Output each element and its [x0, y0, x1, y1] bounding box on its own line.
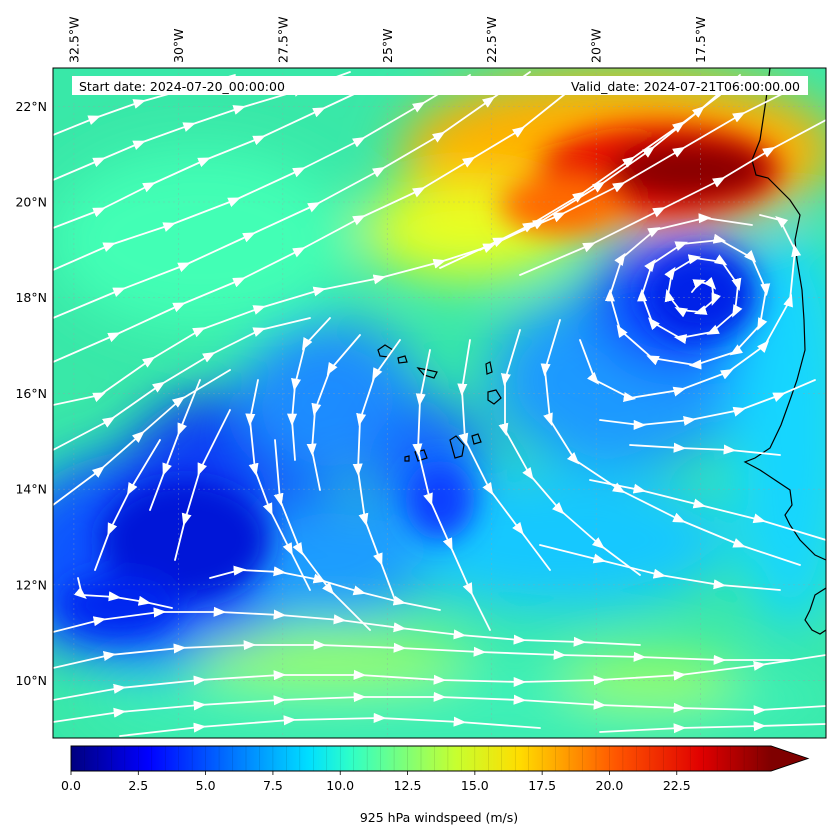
streamline	[519, 119, 826, 276]
streamline	[53, 654, 826, 701]
longitude-tick-label: 20°W	[589, 28, 604, 63]
latitude-tick-label: 12°N	[15, 577, 47, 592]
streamline	[286, 317, 331, 461]
start-date-text: Start date: 2024-07-20_00:00:00	[79, 79, 285, 94]
streamline	[94, 439, 161, 571]
latitude-tick-label: 18°N	[15, 290, 47, 305]
colorbar-level-lines	[84, 746, 758, 771]
colorbar-label: 925 hPa windspeed (m/s)	[360, 810, 518, 825]
longitude-tick-label: 32.5°W	[66, 17, 81, 63]
streamline	[174, 409, 231, 561]
map-area: Start date: 2024-07-20_00:00:00 Valid_da…	[53, 68, 826, 738]
date-info-background	[72, 76, 808, 95]
colorbar-tick-label: 22.5	[663, 778, 691, 793]
streamline	[73, 577, 173, 609]
latitude-tick-label: 16°N	[15, 386, 47, 401]
latitude-tick-labels: 22°N 20°N 18°N 16°N 14°N 12°N 10°N	[15, 99, 47, 688]
colorbar-tick-label: 10.0	[326, 778, 354, 793]
colorbar-tick-label: 12.5	[394, 778, 422, 793]
streamline	[599, 379, 816, 430]
streamline-vortex	[579, 214, 802, 402]
streamline	[209, 565, 441, 611]
valid-date-text: Valid_date: 2024-07-21T06:00:00.00	[571, 79, 800, 94]
colorbar-ticks: 0.0 2.5 5.0 7.5 10.0 12.5 15.0 17.5 20.0 22.5	[61, 771, 691, 793]
colorbar-tick-label: 2.5	[128, 778, 148, 793]
cape-verde-brava	[404, 455, 410, 462]
latitude-tick-label: 20°N	[15, 195, 47, 210]
colorbar-tick-label: 15.0	[461, 778, 489, 793]
colorbar-tick-label: 17.5	[528, 778, 556, 793]
date-info-box: Start date: 2024-07-20_00:00:00 Valid_da…	[72, 76, 808, 95]
colorbar-tick-label: 5.0	[196, 778, 216, 793]
streamline	[599, 721, 826, 734]
streamline	[149, 379, 201, 511]
colorbar: 0.0 2.5 5.0 7.5 10.0 12.5 15.0 17.5 20.0 22.5 925…	[61, 745, 810, 825]
colorbar-tick-label: 7.5	[263, 778, 283, 793]
latitude-tick-label: 10°N	[15, 673, 47, 688]
colorbar-outline	[70, 745, 810, 772]
colorbar-tick-label: 0.0	[61, 778, 81, 793]
longitude-tick-label: 27.5°W	[275, 17, 290, 63]
colorbar-extend-arrow	[771, 746, 808, 771]
streamline	[119, 712, 541, 737]
latitude-tick-label: 22°N	[15, 99, 47, 114]
streamline	[306, 334, 361, 491]
streamline	[53, 639, 791, 669]
streamline	[539, 544, 781, 591]
streamline	[589, 479, 826, 541]
colorbar-tick-label: 20.0	[596, 778, 624, 793]
longitude-tick-label: 22.5°W	[484, 17, 499, 63]
streamline	[629, 442, 781, 456]
longitude-tick-labels: 32.5°W 30°W 27.5°W 25°W 22.5°W 20°W 17.5°W	[66, 17, 708, 63]
longitude-tick-label: 30°W	[171, 28, 186, 63]
west-africa-coastline-south	[804, 587, 826, 635]
latitude-tick-label: 14°N	[15, 482, 47, 497]
colorbar-gradient	[71, 746, 771, 771]
longitude-tick-label: 17.5°W	[693, 17, 708, 63]
streamline	[352, 339, 401, 601]
longitude-tick-label: 25°W	[380, 28, 395, 63]
map-frame	[52, 67, 827, 739]
streamline	[540, 319, 801, 566]
streamlines	[53, 71, 826, 737]
streamline	[412, 349, 491, 631]
streamline	[53, 691, 826, 723]
